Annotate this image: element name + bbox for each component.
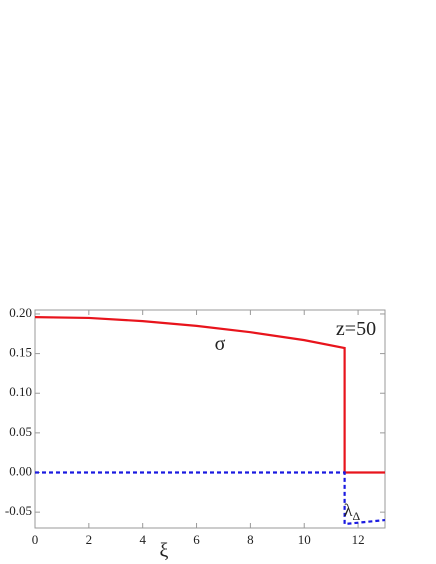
y-tick-label: 0.10: [9, 384, 32, 399]
x-axis-label: ξ: [160, 540, 169, 562]
x-tick-label: 12: [352, 532, 365, 547]
annotation: λΔ: [344, 500, 361, 523]
y-tick-label: 0.15: [9, 345, 32, 360]
plot-frame: [34, 309, 386, 529]
x-tick-label: 6: [193, 532, 200, 547]
x-tick-label: 4: [139, 532, 146, 547]
annotation-text: σ: [215, 333, 226, 355]
y-tick-label: -0.05: [5, 503, 32, 518]
y-tick-label: 0.20: [9, 305, 32, 320]
x-tick-label: 8: [247, 532, 254, 547]
annotation: σ: [215, 333, 226, 355]
annotation-text: z=50: [336, 318, 376, 340]
x-tick-label: 10: [298, 532, 311, 547]
x-tick-label: 2: [86, 532, 93, 547]
y-tick-label: 0.05: [9, 424, 32, 439]
annotation: z=50: [336, 318, 376, 340]
x-tick-label: 0: [32, 532, 39, 547]
annotation-subscript: Δ: [353, 509, 361, 523]
series-line: [35, 471, 386, 526]
y-tick-label: 0.00: [9, 463, 32, 478]
series-line: [34, 316, 385, 474]
annotation-text: λ: [344, 500, 353, 520]
